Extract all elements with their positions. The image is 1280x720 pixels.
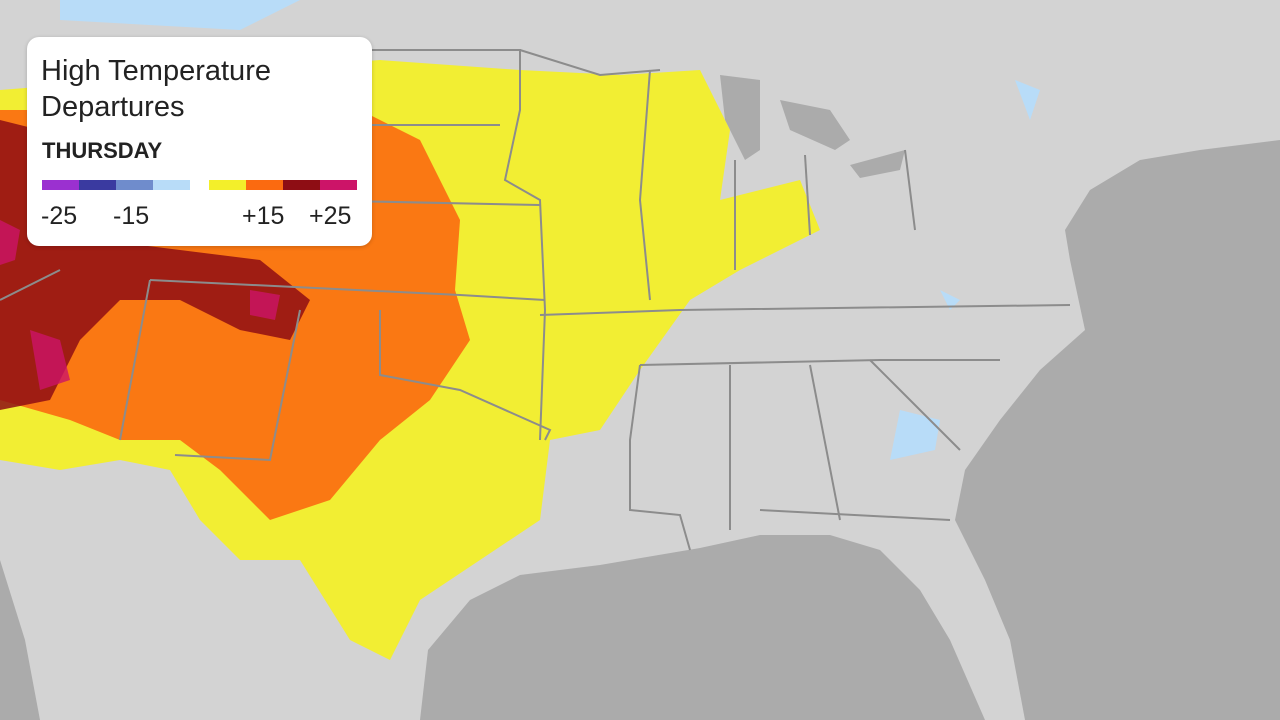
atlantic-ocean <box>955 140 1280 720</box>
color-swatch <box>283 180 320 190</box>
color-swatch <box>209 180 246 190</box>
warm-anomaly-25 <box>0 120 310 410</box>
color-swatch <box>79 180 116 190</box>
tick-label: -15 <box>113 202 150 230</box>
pacific-ocean <box>0 560 40 720</box>
tick-label: -25 <box>41 202 78 230</box>
legend-day: THURSDAY <box>42 138 163 163</box>
gulf-of-mexico <box>420 535 985 720</box>
color-swatch <box>153 180 190 190</box>
tick-label: +25 <box>309 202 352 230</box>
warm-color-scale <box>209 180 357 190</box>
cold-color-scale <box>42 180 190 190</box>
map-legend: High Temperature Departures THURSDAY -25… <box>27 37 372 246</box>
state-borders <box>0 49 1071 551</box>
color-swatch <box>116 180 153 190</box>
color-swatch <box>320 180 357 190</box>
color-swatch <box>42 180 79 190</box>
great-lakes <box>720 75 905 178</box>
tick-label: +15 <box>242 202 285 230</box>
color-swatch <box>246 180 283 190</box>
legend-title: High Temperature Departures <box>41 55 271 123</box>
